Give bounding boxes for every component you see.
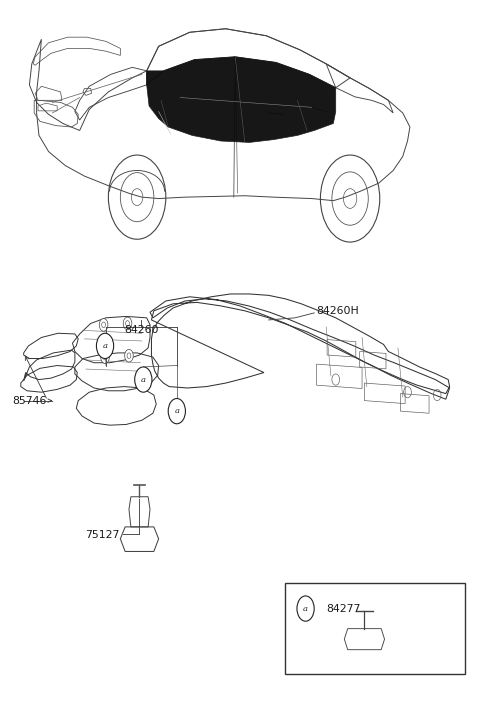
Circle shape (135, 367, 152, 392)
Text: 85746: 85746 (12, 396, 46, 406)
Text: 75127: 75127 (85, 530, 120, 541)
Circle shape (96, 333, 114, 359)
Text: 84277: 84277 (326, 604, 360, 614)
Circle shape (123, 317, 132, 330)
FancyBboxPatch shape (286, 583, 465, 674)
Text: a: a (303, 605, 308, 612)
Circle shape (297, 596, 314, 621)
Text: a: a (174, 407, 180, 415)
Polygon shape (147, 57, 336, 143)
Circle shape (125, 349, 133, 362)
Text: 84260H: 84260H (317, 306, 360, 316)
Circle shape (99, 318, 108, 331)
Circle shape (101, 351, 109, 363)
Text: a: a (103, 342, 108, 350)
Text: 84260: 84260 (125, 325, 159, 335)
Circle shape (168, 399, 185, 424)
Text: a: a (141, 375, 146, 384)
